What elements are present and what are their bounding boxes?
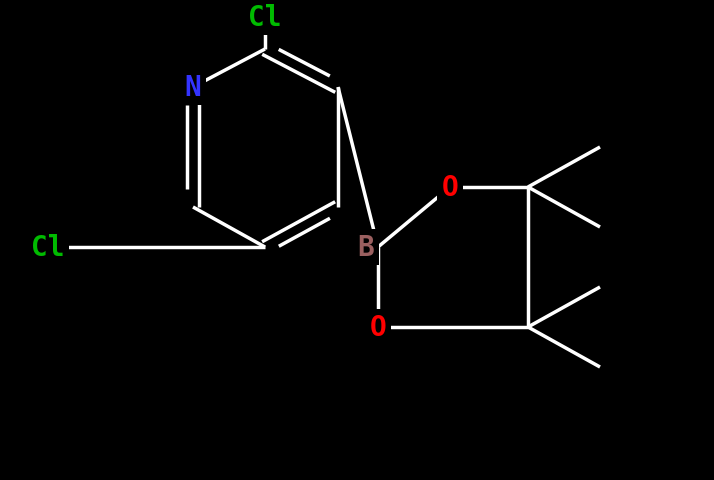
Text: O: O — [370, 313, 386, 341]
Text: Cl: Cl — [31, 233, 65, 262]
Text: Cl: Cl — [248, 4, 282, 32]
Text: B: B — [358, 233, 374, 262]
Text: O: O — [442, 174, 458, 202]
Text: N: N — [185, 74, 201, 102]
